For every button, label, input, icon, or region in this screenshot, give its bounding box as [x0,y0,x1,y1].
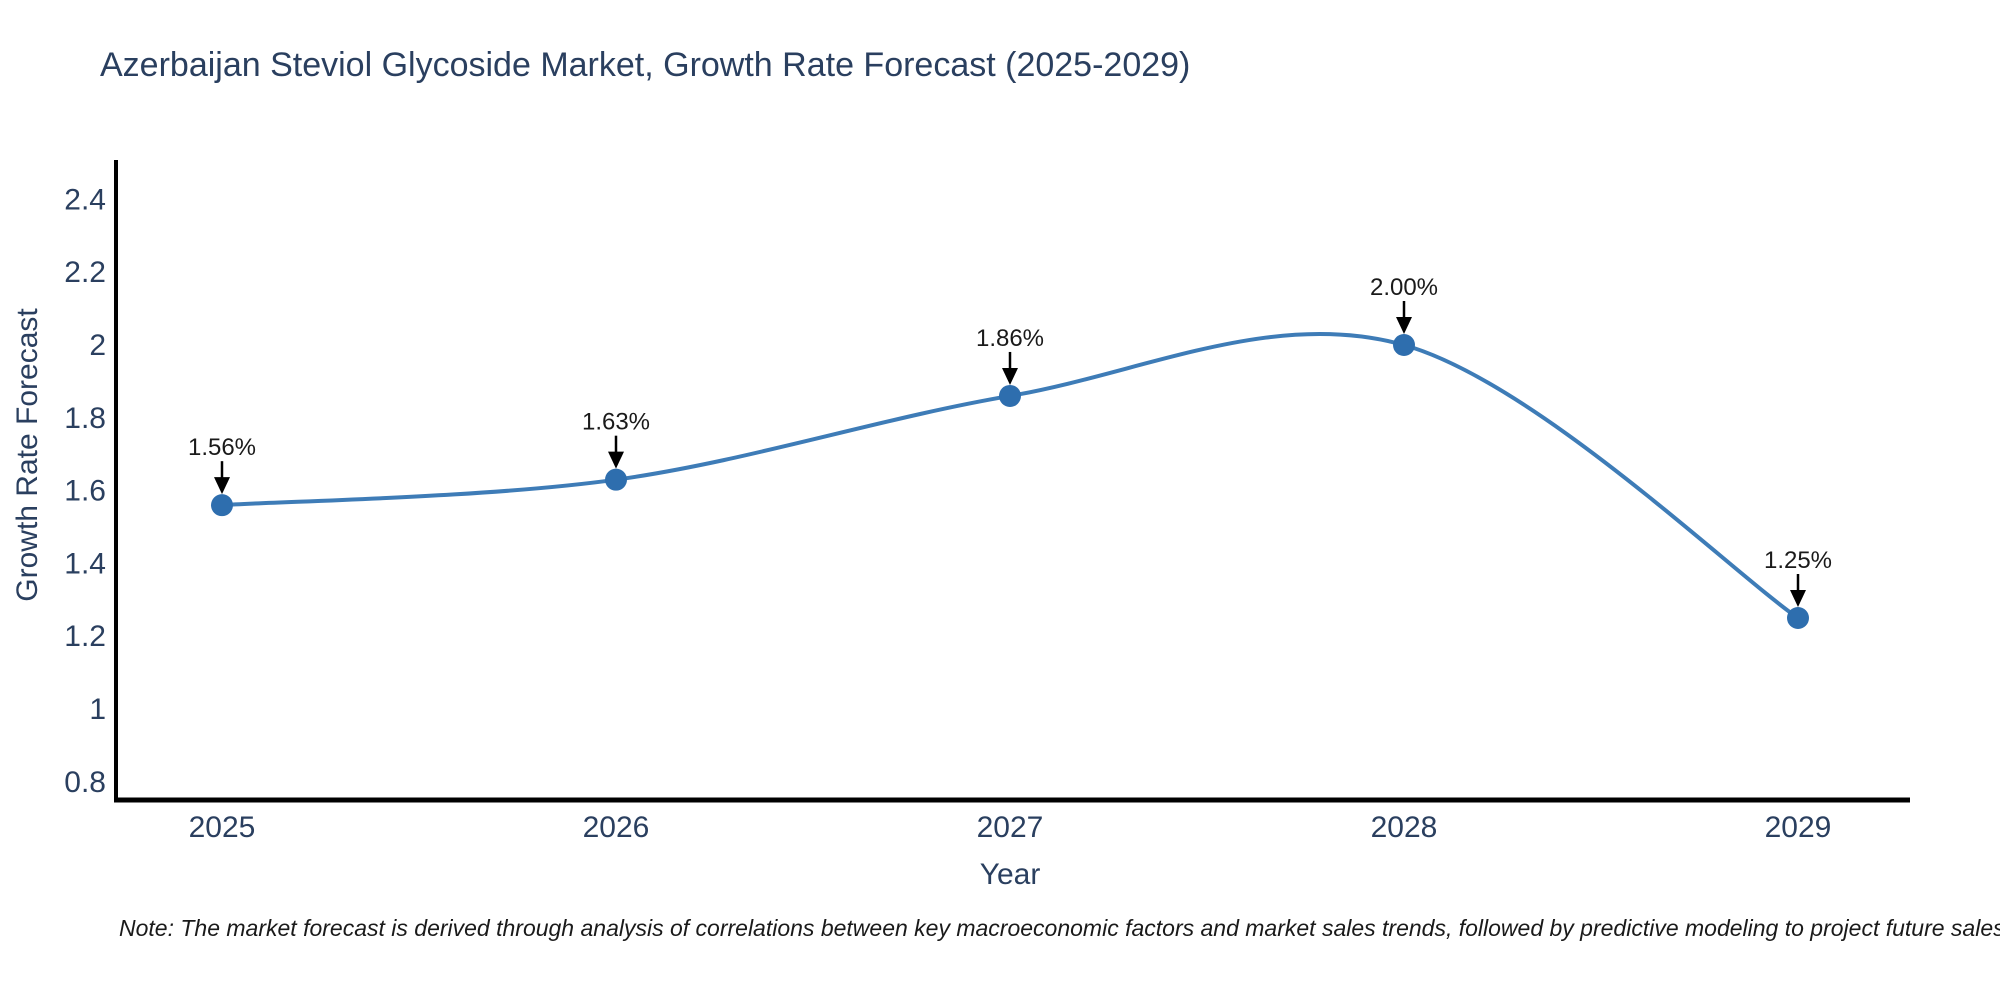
annotation-arrowhead [1002,367,1018,385]
data-point-2027[interactable] [999,384,1021,407]
y-tick-label: 1 [89,693,106,726]
data-point-label: 1.63% [582,409,650,436]
annotation-arrowhead [1790,590,1806,607]
y-tick-label: 1.2 [64,620,106,653]
y-tick-label: 2.4 [64,183,106,216]
data-point-label: 1.25% [1764,547,1832,574]
annotation-arrowhead [214,477,230,495]
chart-footnote: Note: The market forecast is derived thr… [119,915,2000,941]
y-tick-label: 1.4 [64,547,106,580]
y-tick-label: 1.8 [64,402,106,435]
x-tick-label: 2026 [583,811,650,844]
data-point-label: 1.56% [188,434,256,461]
data-point-2028[interactable] [1393,334,1415,356]
data-point-2029[interactable] [1787,607,1809,629]
x-tick-label: 2028 [1371,811,1438,844]
x-axis-title: Year [979,858,1041,891]
x-tick-label: 2029 [1765,811,1832,844]
data-point-2026[interactable] [605,468,627,491]
y-tick-label: 1.6 [64,475,106,508]
chart-title: Azerbaijan Steviol Glycoside Market, Gro… [100,46,1191,84]
x-tick-label: 2027 [977,811,1044,844]
y-tick-label: 0.8 [64,766,106,799]
data-point-label: 2.00% [1370,274,1438,301]
data-point-label: 1.86% [976,325,1044,352]
y-tick-label: 2.2 [64,256,106,289]
annotation-arrowhead [1396,317,1412,334]
y-tick-label: 2 [89,329,106,362]
annotation-arrowhead [608,451,624,469]
x-tick-label: 2025 [189,811,256,844]
data-point-2025[interactable] [211,494,233,517]
